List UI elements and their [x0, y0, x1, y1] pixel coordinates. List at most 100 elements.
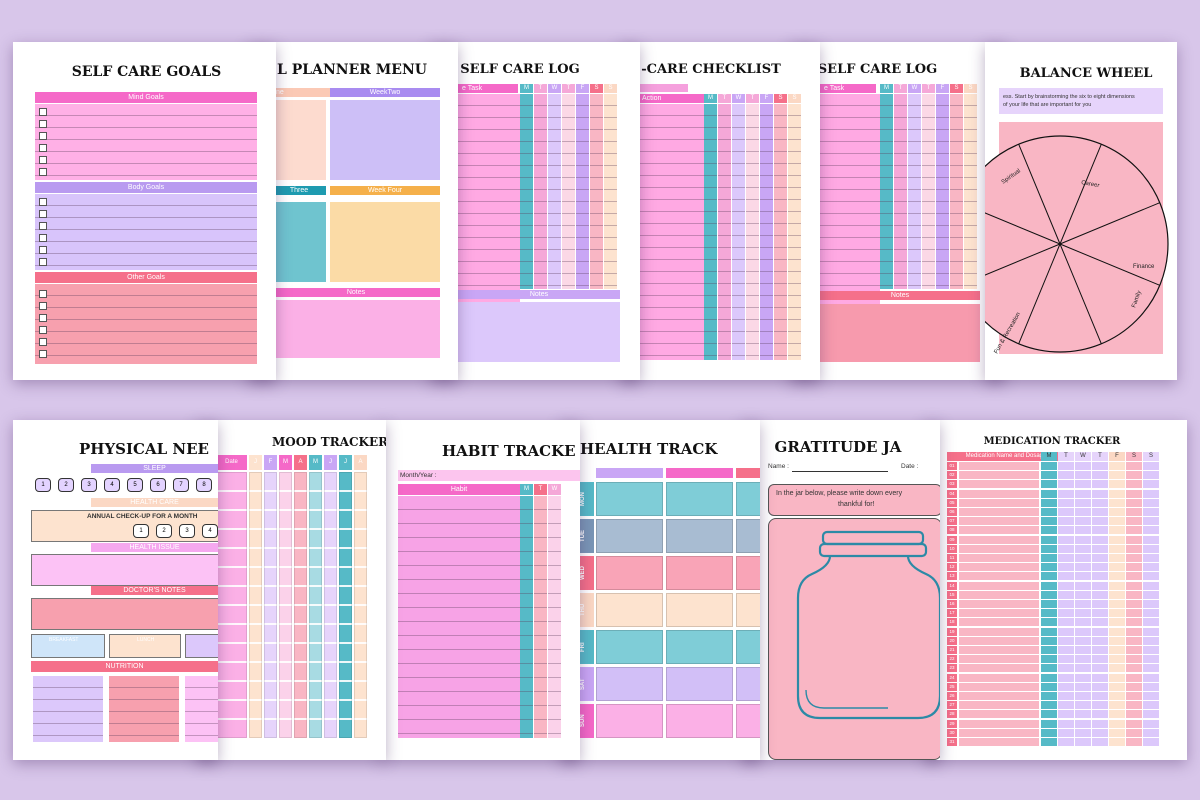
- breakfast-label: BREAKFAST: [49, 637, 79, 643]
- day-cell: [1092, 600, 1108, 608]
- day-cell: [1143, 489, 1159, 498]
- day-cell: [1126, 563, 1142, 572]
- day-column: [576, 94, 589, 289]
- day-cell: [1092, 655, 1108, 664]
- day-header: T: [1092, 452, 1108, 461]
- day-cell: [1058, 738, 1074, 746]
- task-column: [820, 94, 880, 327]
- day-cell: [1126, 600, 1142, 608]
- page-balance-wheel: BALANCE WHEEL ess. Start by brainstormin…: [985, 42, 1177, 380]
- health-cell: [736, 556, 760, 590]
- day-cell: [1075, 581, 1091, 590]
- mood-column: [309, 472, 322, 738]
- day-cell: [1058, 692, 1074, 700]
- week-one-header: ne: [272, 88, 330, 97]
- day-cell: [1126, 728, 1142, 737]
- day-cell: [1041, 738, 1057, 746]
- day-cell: [1075, 462, 1091, 470]
- wheel-segment-label: Family: [1131, 290, 1143, 309]
- day-cell: [1075, 636, 1091, 645]
- day-cell: [1041, 664, 1057, 673]
- day-cell: [1092, 728, 1108, 737]
- day-tag-bg: [580, 482, 594, 516]
- day-cell: [1075, 609, 1091, 618]
- day-cell: [1109, 692, 1125, 700]
- day-cell: [1075, 554, 1091, 562]
- day-cell: [1109, 590, 1125, 599]
- checkup-pill: 4: [202, 524, 218, 538]
- day-cell: [1143, 710, 1159, 719]
- day-cell: [1092, 498, 1108, 507]
- task-column: [458, 94, 520, 327]
- day-cell: [1075, 701, 1091, 710]
- page-title: MEDICATION TRACKER: [983, 436, 1121, 447]
- day-header: W: [1075, 452, 1091, 461]
- day-cell: [1092, 682, 1108, 691]
- row-number: 27: [947, 701, 957, 710]
- mood-column: [324, 472, 337, 738]
- day-header: S: [1143, 452, 1159, 461]
- page-medication-tracker: MEDICATION TRACKER Medication Name and D…: [925, 420, 1187, 760]
- day-cell: [1109, 535, 1125, 544]
- day-tag: TUE: [580, 530, 586, 542]
- med-cell: [959, 646, 1039, 654]
- day-column: [746, 104, 759, 360]
- row-number: 11: [947, 554, 957, 562]
- day-cell: [1092, 590, 1108, 599]
- balance-wheel-chart: SpiritualCareerFinanceFamilyHealthFun & …: [985, 135, 1169, 354]
- day-cell: [1075, 489, 1091, 498]
- day-cell: [1126, 535, 1142, 544]
- health-issue-box: [31, 554, 218, 586]
- day-header: F: [760, 94, 773, 103]
- day-tag: FRI: [580, 642, 586, 652]
- day-column: [894, 94, 907, 289]
- page-title: SELF CARE LOG: [460, 62, 580, 77]
- task-header: e Task: [820, 84, 876, 93]
- day-cell: [1126, 462, 1142, 470]
- mood-column: [279, 472, 292, 738]
- row-number: 22: [947, 655, 957, 664]
- day-cell: [1109, 471, 1125, 480]
- day-header: M: [704, 94, 717, 103]
- day-cell: [1092, 581, 1108, 590]
- day-cell: [1041, 526, 1057, 535]
- day-cell: [1126, 544, 1142, 553]
- day-cell: [1058, 728, 1074, 737]
- action-column: [638, 104, 704, 360]
- day-cell: [1041, 646, 1057, 654]
- med-cell: [959, 728, 1039, 737]
- day-column: [534, 496, 547, 738]
- day-cell: [1109, 618, 1125, 627]
- day-cell: [1143, 692, 1159, 700]
- day-cell: [1109, 544, 1125, 553]
- health-cell: [736, 482, 760, 516]
- day-tag-bg: [580, 667, 594, 701]
- day-header: S: [774, 94, 787, 103]
- day-column: [880, 94, 893, 289]
- day-cell: [1109, 728, 1125, 737]
- day-cell: [1143, 738, 1159, 746]
- day-header: T: [922, 84, 935, 93]
- day-cell: [1109, 462, 1125, 470]
- day-cell: [1092, 471, 1108, 480]
- day-cell: [1041, 590, 1057, 599]
- day-cell: [1126, 655, 1142, 664]
- lunch-box: [109, 634, 181, 658]
- day-cell: [1143, 535, 1159, 544]
- day-cell: [1143, 581, 1159, 590]
- day-cell: [1058, 526, 1074, 535]
- wheel-spoke: [1059, 144, 1102, 245]
- day-cell: [1143, 590, 1159, 599]
- med-cell: [959, 462, 1039, 470]
- row-number: 06: [947, 508, 957, 516]
- day-cell: [1143, 673, 1159, 682]
- mood-header: M: [279, 455, 292, 470]
- wheel-spoke: [1059, 243, 1102, 344]
- row-number: 13: [947, 572, 957, 581]
- notes-area: [458, 302, 620, 362]
- page-title: HABIT TRACKE: [442, 442, 576, 460]
- day-cell: [1041, 728, 1057, 737]
- habit-column: [398, 496, 520, 738]
- day-column: [774, 104, 787, 360]
